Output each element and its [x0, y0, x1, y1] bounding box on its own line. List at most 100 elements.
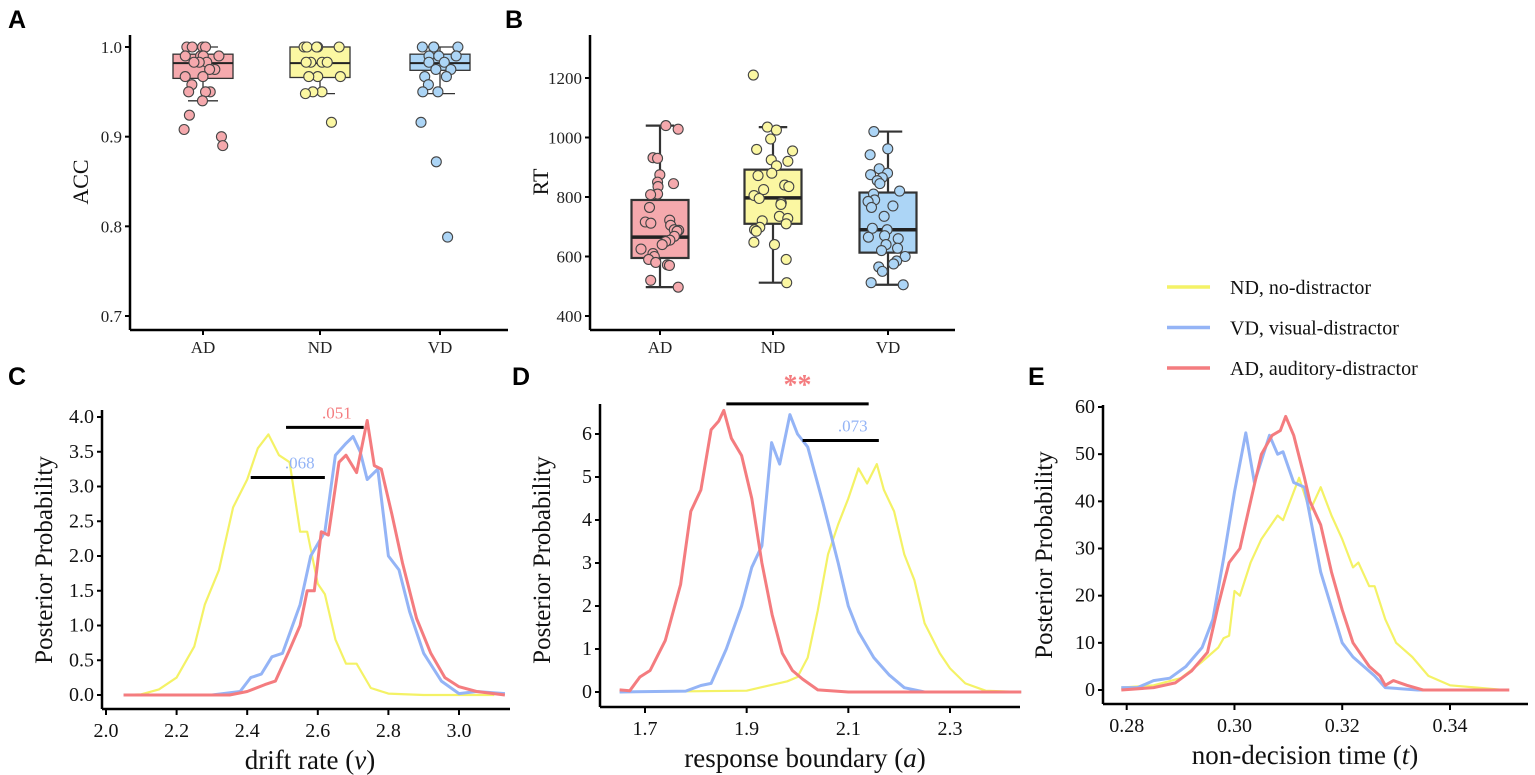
data-point: [780, 253, 792, 266]
data-point: [440, 71, 452, 83]
panel-c: C 0.0 0.5 1.0 1.5 2.0 2.5 3.0 3.5 4.0 Posterior Pr…: [8, 363, 510, 775]
y-tick-label: 0.7: [101, 307, 123, 326]
y-tick-label: 2.5: [69, 510, 94, 532]
data-point: [197, 71, 209, 83]
data-point: [874, 178, 886, 190]
data-point: [430, 156, 442, 168]
data-point: [428, 41, 440, 53]
data-point: [656, 239, 668, 251]
data-point: [215, 131, 227, 143]
data-point: [660, 120, 672, 132]
legend-item-ad: AD, auditory-distractor: [1167, 358, 1418, 380]
panel-letter: B: [505, 6, 523, 34]
panel-d: D 0 1 2 3 4 5 6 Posterior Probability 1.7 1.9 2.1 2.…: [512, 363, 1022, 773]
data-point: [650, 256, 662, 269]
y-tick-label: 1.5: [69, 580, 94, 602]
data-point: [753, 192, 765, 205]
legend-label: ND, no-distractor: [1230, 277, 1371, 299]
y-axis-label: RT: [528, 168, 553, 195]
data-point: [213, 50, 225, 62]
data-point: [864, 149, 876, 161]
panel-letter: A: [8, 6, 26, 34]
box-ad: [630, 120, 690, 293]
y-tick-label: 1200: [548, 69, 582, 88]
data-point: [865, 277, 877, 289]
y-tick-label: 0: [1085, 679, 1095, 701]
box-nd: [743, 69, 803, 289]
data-point: [866, 222, 878, 234]
y-tick-label: 6: [582, 423, 592, 445]
data-point: [752, 170, 764, 182]
data-point: [183, 109, 195, 121]
x-tick-label: 2.4: [235, 720, 260, 742]
y-tick-label: 10: [1075, 632, 1095, 654]
y-tick-label: 5: [582, 466, 592, 488]
data-point: [430, 63, 442, 75]
series-line-vd: [619, 413, 1022, 694]
data-point: [768, 239, 781, 251]
y-axis-label: Posterior Probability: [31, 456, 58, 664]
y-tick-label: 3.0: [69, 476, 94, 498]
data-point: [775, 198, 787, 210]
x-axis-label-variable: t: [1402, 740, 1411, 770]
y-tick-label: 0.9: [101, 128, 122, 147]
data-point: [780, 218, 792, 230]
data-point: [450, 50, 462, 62]
panel-letter: C: [8, 363, 26, 391]
y-tick-label: 50: [1075, 443, 1095, 465]
x-tick-label: 0.34: [1433, 715, 1468, 737]
significance-label: **: [784, 370, 812, 401]
data-point: [899, 250, 911, 263]
x-tick-label: 2.3: [938, 718, 963, 740]
x-tick-label: 1.9: [734, 718, 759, 740]
data-point: [334, 71, 346, 83]
x-tick-label: AD: [648, 338, 673, 357]
x-tick-label: 1.7: [633, 718, 658, 740]
series-line-nd: [123, 433, 495, 697]
x-axis-label: response boundary (a): [684, 743, 925, 773]
significance-label: .068: [285, 453, 315, 472]
y-axis-label: ACC: [68, 159, 93, 204]
data-point: [892, 233, 904, 245]
x-tick-label: VD: [428, 338, 453, 357]
x-tick-label: 0.30: [1217, 715, 1252, 737]
data-point: [651, 152, 664, 164]
x-tick-label: 2.2: [164, 720, 189, 742]
y-tick-label: 4.0: [69, 406, 94, 428]
legend: ND, no-distractor VD, visual-distractor AD…: [1167, 277, 1418, 380]
series-line-ad: [1121, 414, 1510, 692]
x-axis-label-close: ): [366, 745, 375, 775]
significance-label: .073: [838, 416, 868, 435]
data-point: [747, 69, 759, 81]
y-tick-label: 60: [1075, 396, 1095, 418]
legend-label: AD, auditory-distractor: [1230, 358, 1418, 380]
x-axis-label-text: non-decision time (: [1192, 740, 1402, 770]
data-point: [299, 88, 312, 100]
data-point: [891, 242, 904, 254]
data-point: [782, 155, 794, 167]
x-axis-label-close: ): [1409, 740, 1418, 770]
y-tick-label: 1.0: [101, 38, 122, 57]
data-point: [432, 86, 444, 98]
y-tick-label: 2.0: [69, 545, 94, 567]
data-point: [422, 79, 434, 91]
y-tick-label: 20: [1075, 585, 1095, 607]
x-tick-label: 2.8: [376, 720, 401, 742]
x-tick-label: 2.1: [836, 718, 861, 740]
y-tick-label: 0.0: [69, 684, 94, 706]
data-point: [783, 181, 795, 193]
panel-e: E 0 10 20 30 40 50 60 Posterior Probability 0.28 0…: [1028, 363, 1528, 770]
x-tick-label: 0.28: [1109, 715, 1144, 737]
data-point: [183, 86, 195, 98]
y-tick-label: 400: [557, 307, 583, 326]
x-axis-label-text: response boundary (: [684, 743, 903, 773]
y-tick-label: 3: [582, 552, 592, 574]
y-axis-label: Posterior Probability: [529, 456, 556, 664]
data-point: [865, 201, 878, 213]
data-point: [645, 189, 657, 201]
data-point: [645, 217, 657, 229]
data-point: [178, 123, 190, 136]
data-point: [787, 145, 799, 157]
x-tick-label: 2.0: [94, 720, 119, 742]
y-tick-label: 1: [582, 638, 592, 660]
